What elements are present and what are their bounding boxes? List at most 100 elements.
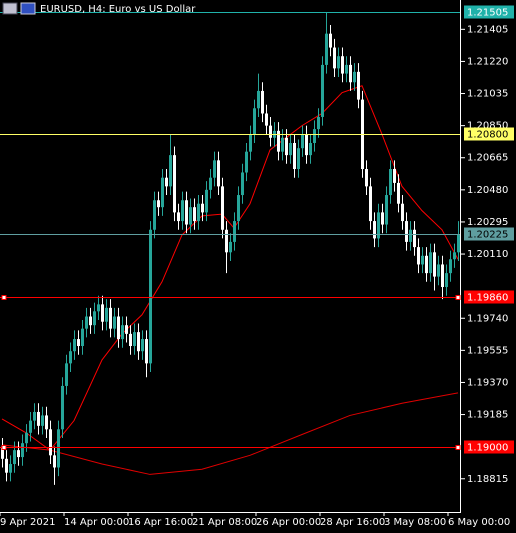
candle-body [449, 259, 452, 274]
candle-body [69, 351, 72, 364]
x-tick-label: 14 Apr 00:00 [64, 517, 129, 528]
candle-body [213, 160, 216, 178]
candle-body [113, 316, 116, 329]
moving-average [1, 392, 459, 475]
candle-body [181, 200, 184, 222]
candle-body [121, 325, 124, 340]
candle-body [193, 207, 196, 222]
candle-body [149, 229, 152, 364]
candle-body [457, 234, 460, 253]
level-handle [1, 295, 7, 300]
candle-body [257, 90, 260, 109]
y-tick-label: 1.18815 [467, 474, 508, 485]
candle-body [261, 90, 264, 114]
level-label-box [464, 5, 514, 19]
candle-body [177, 212, 180, 222]
candle-body [85, 316, 88, 329]
y-tick-label: 1.20110 [467, 249, 508, 260]
candle-body [45, 415, 48, 430]
candle-body [13, 450, 16, 465]
y-tick-label: 1.20480 [467, 185, 508, 196]
candle-body [73, 339, 76, 352]
candle-body [161, 177, 164, 208]
x-tick-label: 26 Apr 00:00 [256, 517, 321, 528]
level-label-box [464, 227, 514, 241]
candle-body [385, 195, 388, 225]
candle-body [189, 207, 192, 225]
candle-body [101, 304, 104, 322]
candle-body [165, 177, 168, 187]
candle-body [153, 200, 156, 230]
candle-body [145, 339, 148, 364]
y-tick-label: 1.20295 [467, 217, 508, 228]
candle-body [269, 125, 272, 138]
candle-body [21, 443, 24, 458]
candle-body [25, 432, 28, 444]
candle-body [17, 450, 20, 458]
level-label-box [464, 440, 514, 454]
plot-area [0, 12, 461, 485]
candle-body [365, 169, 368, 187]
candle-body [141, 339, 144, 352]
candle-body [229, 241, 232, 253]
candle-body [437, 264, 440, 277]
candle-body [169, 155, 172, 187]
candle-body [265, 113, 268, 126]
candle-body [253, 108, 256, 135]
candle-body [93, 311, 96, 326]
candle-body [97, 304, 100, 312]
candle-body [109, 307, 112, 329]
candle-body [125, 325, 128, 334]
y-tick-label: 1.20665 [467, 153, 508, 164]
candle-body [369, 186, 372, 222]
candle-body [65, 363, 68, 386]
candle-body [373, 221, 376, 239]
candle-body [37, 411, 40, 426]
candle-body [33, 411, 36, 421]
candle-body [217, 160, 220, 187]
candle-body [129, 333, 132, 347]
candle-body [357, 71, 360, 100]
candle-body [341, 56, 344, 74]
level-label: 1.19000 [467, 443, 508, 454]
candle-body [421, 255, 424, 265]
candle-body [5, 458, 8, 473]
candle-body [77, 339, 80, 347]
candle-body [281, 137, 284, 152]
candle-body [401, 203, 404, 222]
y-tick-label: 1.20850 [467, 121, 508, 132]
x-tick-label: 9 Apr 2021 [0, 517, 55, 528]
candle-body [329, 33, 332, 48]
candle-body [317, 116, 320, 130]
x-tick-label: 6 May 00:00 [448, 517, 510, 528]
level-label: 1.20225 [467, 230, 508, 241]
candle-body [61, 385, 64, 430]
candle-body [429, 252, 432, 274]
y-tick-label: 1.19740 [467, 313, 508, 324]
level-label: 1.21505 [467, 8, 508, 19]
candle-body [241, 172, 244, 196]
candle-body [41, 415, 44, 426]
candle-body [413, 229, 416, 248]
level-label: 1.19860 [467, 293, 508, 304]
candle-body [405, 221, 408, 242]
candle-body [393, 169, 396, 183]
level-handle [455, 295, 461, 300]
x-tick-label: 21 Apr 08:00 [192, 517, 257, 528]
candle-body [225, 229, 228, 253]
chart-title: EURUSD, H4: Euro vs US Dollar [40, 4, 196, 15]
x-tick-label: 28 Apr 16:00 [320, 517, 385, 528]
x-tick-label: 16 Apr 16:00 [128, 517, 193, 528]
candle-body [321, 64, 324, 117]
candle-body [417, 247, 420, 265]
candle-body [313, 129, 316, 143]
candle-body [1, 446, 4, 459]
y-tick-label: 1.19555 [467, 345, 508, 356]
candle-body [205, 189, 208, 213]
level-handle [1, 445, 7, 450]
candle-body [425, 255, 428, 274]
candle-body [277, 130, 280, 152]
y-tick-label: 1.21405 [467, 24, 508, 35]
candle-body [53, 455, 56, 468]
